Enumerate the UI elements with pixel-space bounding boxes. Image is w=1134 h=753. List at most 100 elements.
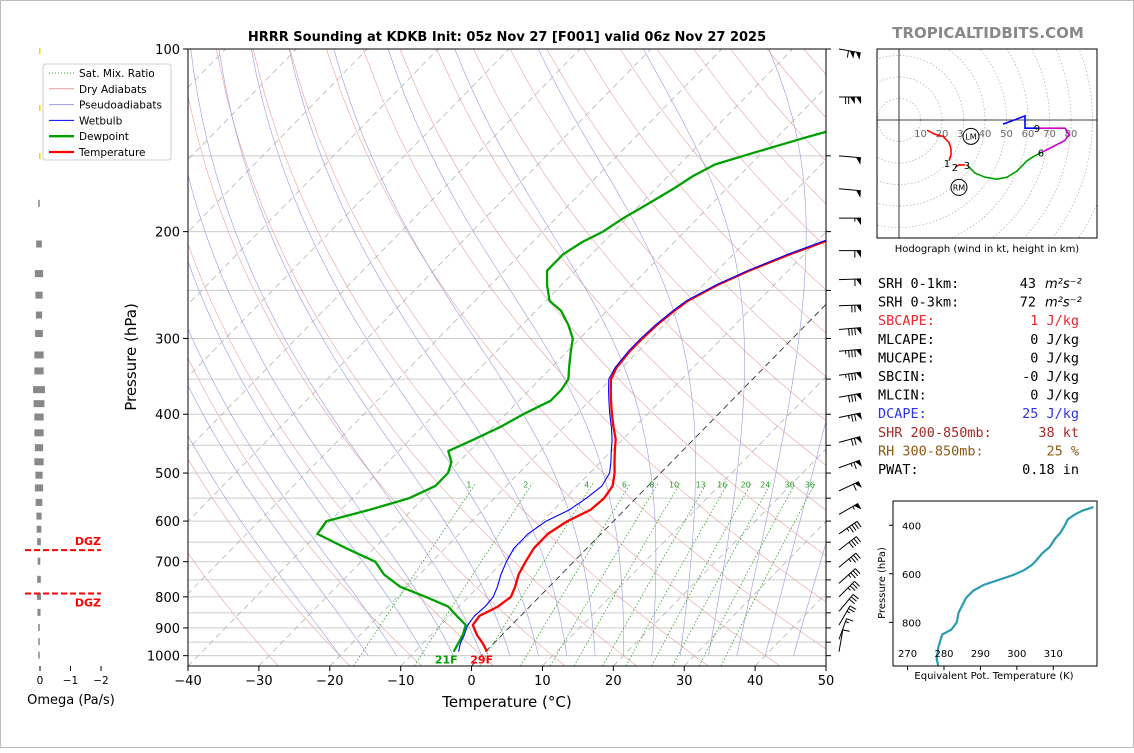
barb-half [848,575,850,578]
theta-e-ylabel: Pressure (hPa) [877,547,888,619]
barb-half [849,559,851,562]
dry-adiabat-line [180,49,565,666]
y-tick-label: 900 [155,622,180,637]
omega-marker [39,105,41,111]
hodograph-trace [1003,116,1037,128]
barb-full [855,394,856,401]
wind-barb [839,630,850,652]
index-label: SRH 0-1km: [878,276,959,292]
barb-full [854,523,858,529]
theta-e-plot [937,507,1094,667]
index-label: MLCAPE: [878,332,935,348]
dgz-label: DGZ [75,597,101,610]
barb-full [849,374,850,381]
barb-flag [856,279,861,286]
omega-bar [38,624,40,631]
barb-half [853,506,855,509]
mixing-ratio-label: 20 [741,480,751,489]
mixing-ratio-label: 30 [785,480,795,489]
hodograph-height-label: 3 [964,161,970,172]
mixing-ratio-line [673,483,771,666]
omega-bar [35,484,43,491]
barb-flag [856,52,861,60]
surface-label: 21F [435,654,458,667]
skewt-frame [188,49,826,666]
index-label: DCAPE: [878,406,927,422]
brand-label: TROPICALTIDBITS.COM [892,24,1084,42]
theta-e-x-tick-label: 290 [971,649,990,660]
hodograph-ring-label: 40 [979,129,992,140]
mixing-ratio-line [414,483,532,666]
mixing-ratio-line [353,483,475,666]
barb-full [852,583,857,588]
dry-adiabat-line [914,49,1134,666]
x-tick-label: 0 [467,674,475,689]
omega-bar [38,638,40,645]
barb-staff [839,460,860,468]
index-value: 43 [1020,276,1036,292]
wind-barb [839,503,862,514]
barb-full [855,569,860,574]
barb-full [855,373,856,380]
omega-bar [35,292,42,299]
barb-full [849,396,850,403]
theta-e-line [937,507,1094,667]
x-tick-label: 20 [605,674,622,689]
y-tick-label: 500 [155,467,180,482]
barb-half [845,622,848,623]
omega-bar [38,558,41,565]
dry-adiabat-line [216,49,637,666]
wind-barb [839,413,862,422]
wind-barb [839,521,861,534]
dry-adiabat-line [363,49,923,666]
wind-barb [839,482,862,491]
index-value: 38 kt [1038,425,1079,441]
index-label: MLCIN: [878,388,927,404]
index-value: 1 J/kg [1030,313,1079,329]
barb-full [852,525,856,531]
omega-bar [34,400,45,407]
barb-flag [856,97,861,104]
surface-label: 29F [470,654,493,667]
theta-e-y-tick-label: 800 [902,618,921,629]
barb-full [851,597,856,601]
y-tick-label: 1000 [147,650,180,665]
omega-bar [37,576,41,583]
mixing-ratio-label: 16 [717,480,727,489]
barb-full [847,51,848,58]
y-tick-label: 700 [155,556,180,571]
wind-barb [839,553,860,567]
wind-barb [839,569,860,584]
hodograph-marker-label: LM [965,132,976,141]
barb-full [855,328,856,335]
theta-e-x-tick-label: 280 [934,649,953,660]
index-label: PWAT: [878,462,919,478]
index-unit: m²s⁻² [1045,277,1082,292]
hodograph-ring-label: 10 [914,129,927,140]
omega-bar [35,444,43,451]
barb-full [848,609,854,613]
barb-staff [839,503,858,514]
omega-bar [36,499,43,506]
mixing-ratio-line [652,483,752,666]
theta-e-y-tick-label: 600 [902,570,921,581]
isotherm-line [259,49,864,666]
omega-bar [36,312,42,319]
hodograph-height-label: 1 [944,159,950,170]
y-tick-label: 400 [155,408,180,423]
mixing-ratio-label: 4 [584,480,589,489]
x-tick-label: 40 [747,674,764,689]
omega-bar [34,458,43,465]
isotherm-line [472,49,1077,666]
barb-flag [856,157,861,164]
omega-tick-label: −1 [63,675,78,687]
skewt-ylabel: Pressure (hPa) [122,303,140,411]
mixing-ratio-label: 6 [622,480,627,489]
dry-adiabat-line [290,49,780,666]
x-tick-label: 30 [676,674,693,689]
index-label: RH 300-850mb: [878,443,984,459]
index-label: SRH 0-3km: [878,295,959,311]
